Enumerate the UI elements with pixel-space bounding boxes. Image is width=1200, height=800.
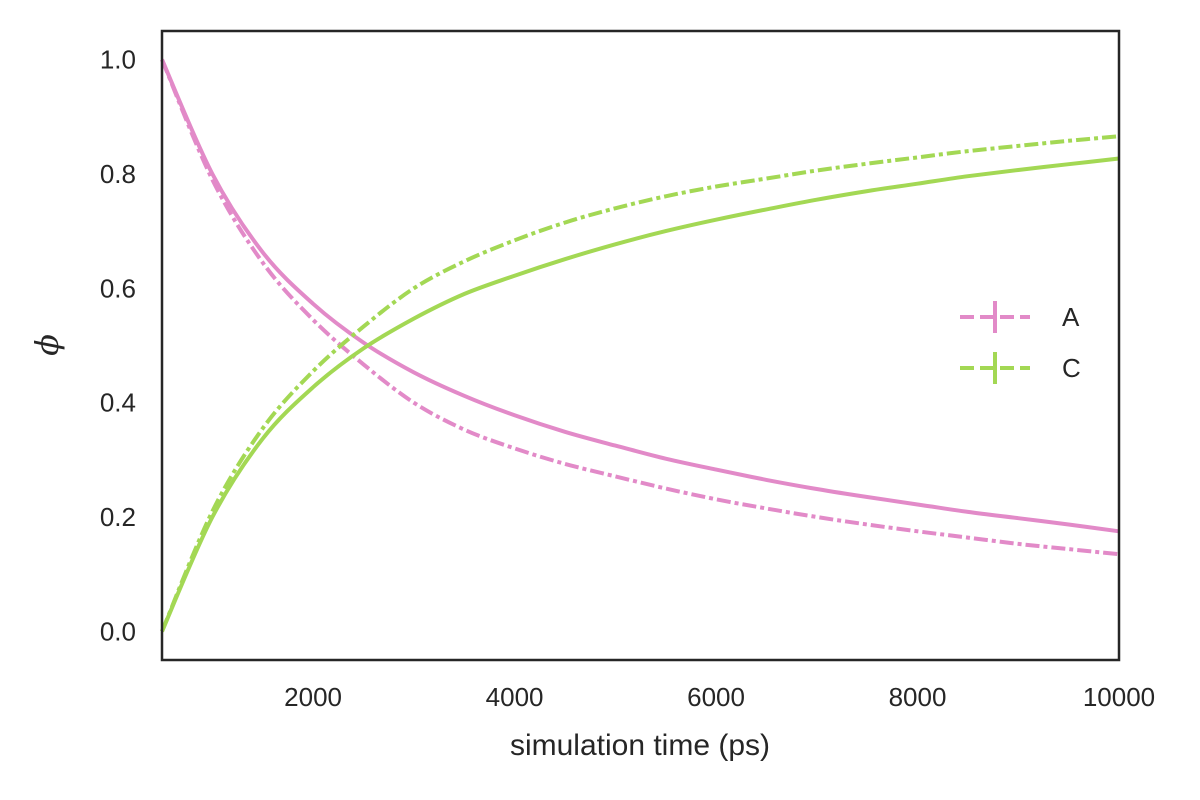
x-tick-label: 2000 bbox=[284, 682, 342, 712]
series-a-solid-line bbox=[160, 58, 1120, 534]
series-layer bbox=[160, 58, 1120, 633]
plot-frame bbox=[160, 29, 1121, 662]
x-tick-label: 4000 bbox=[486, 682, 544, 712]
x-tick-label: 8000 bbox=[889, 682, 947, 712]
y-tick-label: 0.2 bbox=[100, 502, 136, 532]
x-tick-labels: 2000 4000 6000 8000 10000 bbox=[284, 682, 1155, 712]
series-c-solid-line bbox=[160, 156, 1120, 633]
y-tick-label: 1.0 bbox=[100, 45, 136, 75]
y-axis-title: ϕ bbox=[28, 334, 66, 356]
y-tick-labels: 0.0 0.2 0.4 0.6 0.8 1.0 bbox=[100, 45, 136, 647]
y-tick-label: 0.4 bbox=[100, 388, 136, 418]
x-tick-label: 6000 bbox=[687, 682, 745, 712]
series-a-dashdot-line bbox=[160, 58, 1120, 557]
y-tick-label: 0.8 bbox=[100, 159, 136, 189]
legend-a-label: A bbox=[1062, 302, 1080, 332]
y-tick-label: 0.0 bbox=[100, 616, 136, 646]
legend-c-label: C bbox=[1062, 353, 1081, 383]
legend: AC bbox=[960, 301, 1081, 384]
y-tick-label: 0.6 bbox=[100, 273, 136, 303]
x-tick-label: 10000 bbox=[1083, 682, 1155, 712]
x-axis-title: simulation time (ps) bbox=[510, 729, 770, 762]
series-c-dashdot-line bbox=[160, 134, 1120, 633]
